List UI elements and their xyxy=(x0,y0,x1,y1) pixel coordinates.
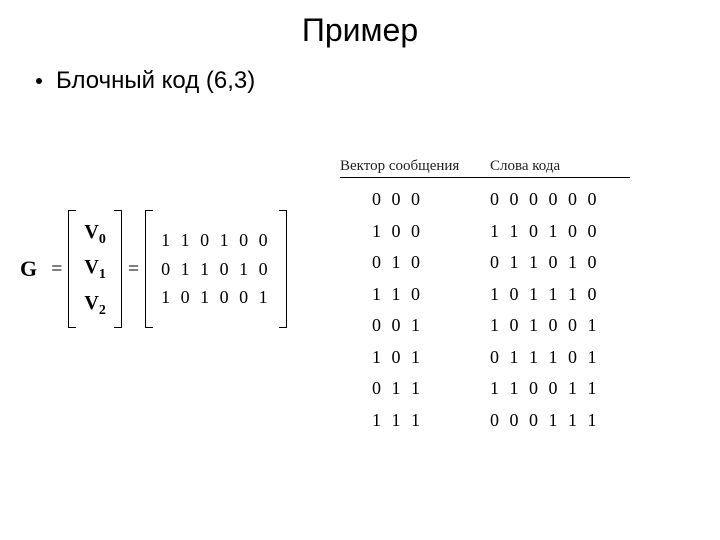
cell-code: 0 0 0 0 0 0 xyxy=(490,184,650,216)
cell-code: 0 1 1 1 0 1 xyxy=(490,342,650,374)
cell-msg: 1 1 1 xyxy=(340,405,490,437)
matrix-v-column: V0 V1 V2 xyxy=(76,210,113,328)
table-row: 1 0 01 1 0 1 0 0 xyxy=(340,216,650,248)
bracket-right-icon-2 xyxy=(279,210,287,328)
header-code: Слова кода xyxy=(490,158,640,175)
matrix-symbol: G xyxy=(20,256,37,282)
cell-code: 1 1 0 1 0 0 xyxy=(490,216,650,248)
table-row: 1 1 01 0 1 1 1 0 xyxy=(340,279,650,311)
cell-msg: 0 0 1 xyxy=(340,310,490,342)
matrix-v0: V0 xyxy=(84,216,105,251)
equals-sign-1: = xyxy=(51,258,62,281)
code-table: Вектор сообщения Слова кода 0 0 00 0 0 0… xyxy=(340,158,650,436)
cell-msg: 0 0 0 xyxy=(340,184,490,216)
bullet-text: Блочный код (6,3) xyxy=(56,67,255,95)
cell-code: 1 0 1 1 1 0 xyxy=(490,279,650,311)
cell-msg: 1 0 0 xyxy=(340,216,490,248)
cell-code: 0 1 1 0 1 0 xyxy=(490,247,650,279)
table-divider xyxy=(340,177,630,178)
cell-msg: 1 1 0 xyxy=(340,279,490,311)
cell-code: 1 1 0 0 1 1 xyxy=(490,373,650,405)
matrix-row-1: 0 1 1 0 1 0 xyxy=(161,255,271,284)
table-row: 1 1 10 0 0 1 1 1 xyxy=(340,405,650,437)
cell-code: 1 0 1 0 0 1 xyxy=(490,310,650,342)
bracket-left-icon xyxy=(68,210,76,328)
bracket-right-icon xyxy=(114,210,122,328)
bullet-item: Блочный код (6,3) xyxy=(36,67,720,95)
matrix-v2: V2 xyxy=(84,287,105,322)
slide-title: Пример xyxy=(0,0,720,49)
cell-msg: 1 0 1 xyxy=(340,342,490,374)
cell-msg: 0 1 0 xyxy=(340,247,490,279)
cell-msg: 0 1 1 xyxy=(340,373,490,405)
matrix-v1: V1 xyxy=(84,251,105,286)
table-row: 0 0 11 0 1 0 0 1 xyxy=(340,310,650,342)
bullet-dot-icon xyxy=(36,78,42,84)
matrix-row-0: 1 1 0 1 0 0 xyxy=(161,226,271,255)
table-row: 1 0 10 1 1 1 0 1 xyxy=(340,342,650,374)
table-row: 0 1 11 1 0 0 1 1 xyxy=(340,373,650,405)
table-body: 0 0 00 0 0 0 0 01 0 01 1 0 1 0 00 1 00 1… xyxy=(340,184,650,436)
matrix-numeric-column: 1 1 0 1 0 0 0 1 1 0 1 0 1 0 1 0 0 1 xyxy=(153,220,279,318)
generator-matrix: G = V0 V1 V2 = 1 1 0 1 0 0 0 1 1 0 1 0 1… xyxy=(20,210,287,328)
cell-code: 0 0 0 1 1 1 xyxy=(490,405,650,437)
bracket-left-icon-2 xyxy=(145,210,153,328)
matrix-row-2: 1 0 1 0 0 1 xyxy=(161,283,271,312)
table-row: 0 0 00 0 0 0 0 0 xyxy=(340,184,650,216)
equals-sign-2: = xyxy=(128,258,139,281)
header-msg: Вектор сообщения xyxy=(340,158,490,175)
table-row: 0 1 00 1 1 0 1 0 xyxy=(340,247,650,279)
table-header-row: Вектор сообщения Слова кода xyxy=(340,158,650,175)
